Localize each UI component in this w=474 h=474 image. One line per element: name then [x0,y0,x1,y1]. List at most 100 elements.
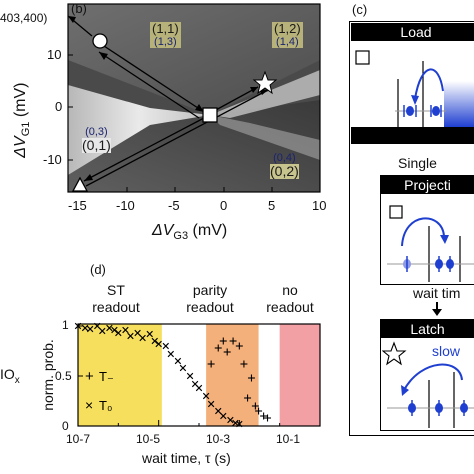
wait-time-text: wait tim [413,285,461,301]
data-point-t0 [81,324,89,332]
sequence-frame [349,21,474,436]
circle-marker-icon [92,33,108,49]
data-point-t0 [134,329,141,337]
square-marker-icon [202,107,218,123]
x-tick: -5 [168,198,180,213]
data-point-t0 [195,384,203,392]
data-point-tminus [223,348,231,356]
data-point-t0 [162,342,169,350]
data-point-t0 [151,337,158,345]
y-tick: -10 [43,152,62,167]
y-tick-label: 0 [62,419,69,433]
x-axis-label: ΔVG3 (mV) [152,222,228,243]
data-point-t0 [106,324,113,332]
spin-arrows-icon [403,105,442,117]
region-bottom [68,100,320,192]
data-point-tminus [260,412,268,420]
region-label-st-readout: ST readout [92,282,140,315]
data-point-t0 [127,332,134,340]
triangle-marker-icon [71,176,89,192]
spin-arrows-icon [406,256,451,272]
panel-b-label: (b) [71,1,87,16]
readout-region-0 [78,324,162,426]
corner-text: 403,400) [0,11,48,25]
legend-marker-cross: × [85,397,93,413]
data-point-t0 [146,330,153,338]
y-tick: 10 [47,47,62,62]
data-point-tminus [247,374,255,382]
single-text: Single [398,155,437,171]
region-01-label: (0,3) (0,1) [82,126,111,153]
slow-text: slow [432,343,461,359]
data-point-t0 [186,372,194,380]
x-tick-label: 10-1 [276,432,301,446]
plot-frame [67,3,321,193]
data-point-tminus [214,344,222,352]
legend-label: T₀ [99,398,112,413]
latch-title: Latch [381,320,474,338]
data-point-tminus [229,337,237,345]
region-label-parity-readout: parity readout [186,282,234,315]
data-point-tminus [219,337,227,345]
data-point-tminus [251,402,259,410]
reservoir-lead [444,81,474,127]
projection-box [380,175,474,285]
data-point-t0 [232,419,239,427]
y-tick: 0 [55,99,63,114]
load-title: Load [351,23,474,41]
x-tick: 0 [220,198,228,213]
y-tick-label: 1 [62,318,69,332]
data-point-t0 [167,350,174,358]
square-marker-icon [389,205,403,219]
star-marker-icon [252,70,278,95]
data-point-t0 [202,392,210,400]
panel-c-label: (c) [352,2,368,17]
x-tick-label: 10-3 [206,432,231,446]
region-12-label: (1,2) (1,4) [272,21,303,48]
slow-transfer-arrow-icon [403,363,463,391]
data-point-t0 [215,407,222,415]
x-tick: 5 [268,198,276,213]
data-point-t0 [174,357,182,365]
data-point-t0 [115,329,122,337]
down-arrow-icon [432,302,442,316]
data-point-t0 [139,334,146,342]
x-tick: -10 [116,198,135,213]
data-point-tminus [255,407,263,415]
star-marker-icon [382,341,407,366]
readout-region-2 [279,324,320,426]
data-point-tminus [264,414,272,422]
panel-d-label: (d) [90,262,106,277]
region-11-label: (1,1) (1,3) [150,21,181,48]
data-point-t0 [99,327,106,335]
data-point-t0 [179,364,187,372]
transition-band-lower [210,115,320,160]
data-point-tminus [240,360,248,368]
legend-marker-plus: + [85,368,94,385]
x-axis-label: wait time, τ (s) [142,450,231,466]
electron-icon [432,106,440,116]
x-tick-label: 10-7 [66,432,91,446]
cropped-left-label: IOx [0,366,20,386]
projection-diagram [387,205,474,282]
data-point-t0 [86,325,94,333]
data-point-t0 [207,400,215,408]
data-point-tminus [244,394,252,402]
pulse-path-arrows [67,15,269,187]
legend: + T₋ × T₀ [85,368,114,413]
latch-box [380,319,474,431]
transfer-arrow-icon [401,217,445,247]
legend-label: T₋ [99,369,114,384]
data-point-t0 [227,416,234,424]
y-axis-label: norm. prob. [40,339,56,411]
latch-diagram [382,341,474,428]
data-point-t0 [111,326,118,334]
tunnel-arrow-icon [414,68,444,100]
load-diagram [355,50,474,127]
projection-title: Projecti [381,176,474,194]
square-marker-icon [355,50,370,65]
region-02-label: (0,4) (0,2) [270,152,299,179]
readout-chart: + T₋ × T₀ [74,322,321,428]
x-tick-label: 10-5 [136,432,161,446]
spin-arrows-icon [411,400,465,416]
